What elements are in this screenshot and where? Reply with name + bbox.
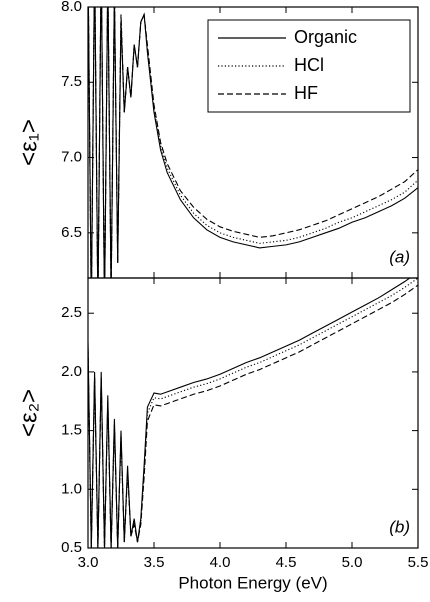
y-tick-label: 7.5 (61, 73, 82, 90)
x-tick-label: 4.5 (276, 554, 297, 571)
y-tick-label: 1.0 (61, 480, 82, 497)
y-tick-label: 2.5 (61, 304, 82, 321)
panel-label: (a) (389, 247, 410, 266)
y-tick-label: 7.0 (61, 149, 82, 166)
x-tick-label: 4.0 (210, 554, 231, 571)
data-line (88, 284, 418, 548)
legend-label: HF (294, 83, 318, 103)
legend-box (207, 19, 411, 113)
x-tick-label: 3.0 (78, 554, 99, 571)
y-axis-title: <ε₂> (15, 389, 42, 437)
data-line (88, 278, 418, 548)
y-tick-label: 1.5 (61, 422, 82, 439)
x-tick-label: 3.5 (144, 554, 165, 571)
y-tick-label: 8.0 (61, 0, 82, 15)
data-line (88, 7, 418, 278)
legend-label: HCl (294, 55, 324, 75)
y-tick-label: 0.5 (61, 539, 82, 556)
x-axis-title: Photon Energy (eV) (178, 573, 327, 592)
y-tick-label: 6.5 (61, 224, 82, 241)
y-axis-title: <ε₁> (15, 119, 42, 166)
data-line (88, 278, 411, 548)
x-tick-label: 5.0 (342, 554, 363, 571)
x-tick-label: 5.5 (408, 554, 429, 571)
panel: 0.5 1.0 1.5 2.0 2.5 3.0 3.5 4.0 4.5 5.0 5.5 Photon … (15, 277, 429, 592)
panel-label: (b) (389, 517, 410, 536)
y-tick-label: 2.0 (61, 363, 82, 380)
legend-label: Organic (294, 27, 357, 47)
panel: 6.5 7.0 7.5 8.0 <ε₁> (a) Organic HCl HF (15, 0, 419, 279)
plot-frame (87, 277, 419, 549)
